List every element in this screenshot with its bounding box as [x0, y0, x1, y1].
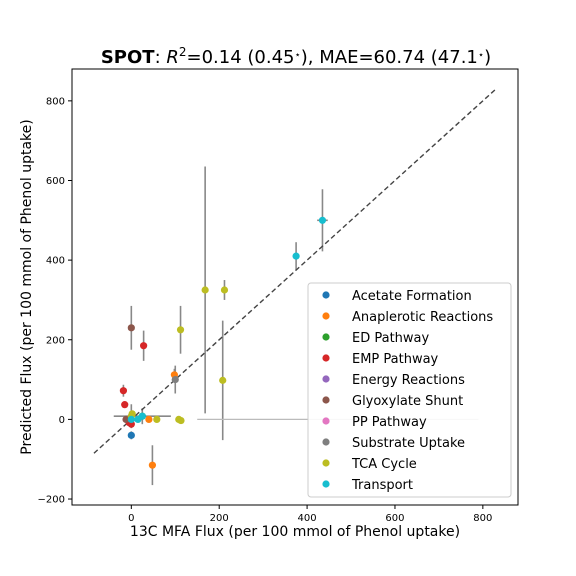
y-tick-label: 800 — [46, 96, 65, 107]
data-point — [122, 415, 130, 423]
legend-marker — [322, 375, 330, 383]
y-tick-label: 600 — [46, 176, 65, 187]
data-point — [219, 376, 227, 384]
x-tick-label: 200 — [210, 513, 229, 524]
legend-label: EMP Pathway — [352, 352, 439, 367]
data-point — [119, 387, 128, 395]
x-tick-label: 0 — [128, 513, 134, 524]
data-point — [127, 431, 135, 439]
data-point — [148, 461, 157, 469]
legend: Acetate Formation Anaplerotic Reactions ED… — [307, 282, 512, 498]
legend-marker — [322, 291, 330, 299]
legend-label: Energy Reactions — [352, 373, 465, 388]
y-tick-label: −200 — [38, 495, 65, 506]
data-point — [128, 410, 136, 418]
x-tick-label: 800 — [473, 513, 492, 524]
plot-frame — [71, 68, 519, 506]
legend-box — [307, 282, 512, 498]
data-point — [127, 324, 135, 332]
data-point — [171, 375, 179, 384]
data-point — [140, 342, 148, 350]
x-axis-label: 13C MFA Flux (per 100 mmol of Phenol upt… — [130, 524, 460, 540]
legend-marker — [322, 396, 330, 404]
legend-label: Glyoxylate Shunt — [352, 394, 463, 409]
data-point — [177, 416, 185, 425]
legend-marker — [322, 480, 330, 488]
y-tick-label: 0 — [59, 415, 65, 426]
title-text: SPOT: R2=0.14 (0.45⋆), MAE=60.74 (47.1⋆) — [101, 45, 491, 68]
legend-marker — [322, 354, 330, 362]
data-point — [292, 252, 300, 260]
data-point — [145, 415, 153, 423]
x-tick-label: 600 — [385, 513, 404, 524]
legend-label: Anaplerotic Reactions — [352, 310, 493, 325]
legend-marker — [322, 459, 330, 467]
data-point — [153, 415, 161, 423]
data-point — [121, 401, 129, 409]
data-point — [318, 216, 327, 224]
y-axis-label: Predicted Flux (per 100 mmol of Phenol u… — [19, 119, 35, 454]
y-tick-label: 400 — [46, 256, 65, 267]
legend-marker — [322, 312, 330, 320]
data-point — [201, 286, 209, 294]
title-method: SPOT — [101, 47, 155, 68]
identity-line — [93, 88, 497, 454]
x-tick-label: 400 — [298, 513, 317, 524]
data-point — [220, 286, 229, 294]
data-point — [176, 326, 185, 334]
chart-title: SPOT: R2=0.14 (0.45⋆), MAE=60.74 (47.1⋆) — [101, 45, 491, 68]
legend-marker — [322, 438, 330, 446]
data-point — [127, 415, 135, 423]
legend-marker — [322, 333, 330, 341]
data-point — [134, 415, 142, 423]
legend-marker — [322, 417, 330, 425]
legend-label: TCA Cycle — [351, 457, 417, 472]
legend-label: ED Pathway — [352, 331, 430, 346]
legend-label: PP Pathway — [352, 415, 427, 430]
x-axis-ticks: 0 200 400 600 800 — [128, 505, 492, 524]
y-axis-ticks: −200 0 200 400 600 800 — [38, 96, 72, 506]
legend-label: Substrate Uptake — [352, 436, 465, 451]
legend-label: Acetate Formation — [352, 289, 472, 304]
y-tick-label: 200 — [46, 335, 65, 346]
legend-label: Transport — [351, 478, 413, 493]
data-points — [119, 216, 327, 469]
